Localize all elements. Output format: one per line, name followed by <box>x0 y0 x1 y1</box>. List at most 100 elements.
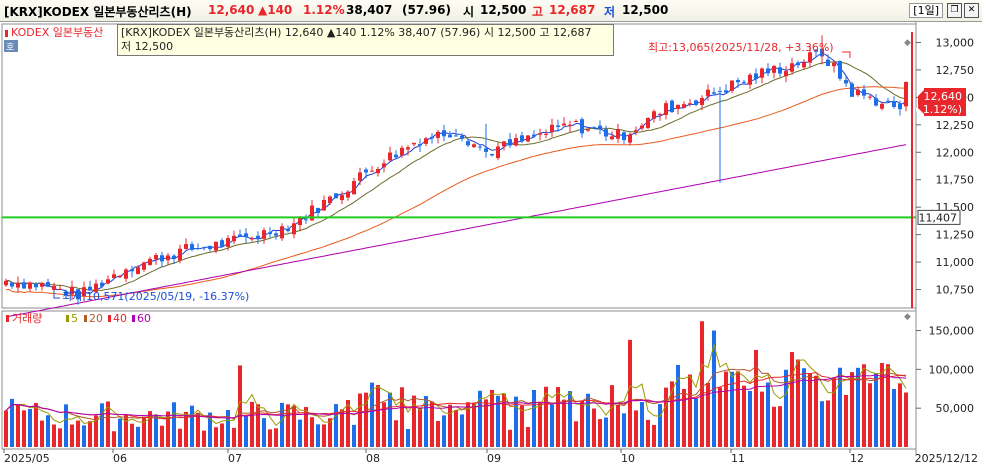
volume-bar <box>280 402 284 447</box>
volume-bar <box>868 383 872 447</box>
volume-bar <box>304 407 308 447</box>
x-tick-label: 07 <box>228 452 242 465</box>
candle-body <box>214 241 218 251</box>
volume-bar <box>568 391 572 447</box>
candlestick-series <box>4 35 908 305</box>
volume-ma60-label: 60 <box>137 312 151 325</box>
volume-bar <box>64 404 68 447</box>
candle-body <box>262 230 266 239</box>
candle-body <box>436 131 440 138</box>
candle-body <box>502 141 506 147</box>
volume-bar <box>124 414 128 447</box>
restore-icon[interactable]: ❐ <box>947 3 962 18</box>
open-value: 12,500 <box>480 3 527 17</box>
candle-body <box>184 244 188 249</box>
candle-body <box>52 285 56 290</box>
volume-bar <box>586 393 590 447</box>
volume-bar <box>694 398 698 447</box>
time-axis: 2025/05 06 07 08 09 10 11 12 <box>3 449 864 465</box>
candle-body <box>478 146 482 148</box>
volume-bar <box>520 405 524 447</box>
volume-bar <box>802 368 806 447</box>
x-tick-label: 2025/05 <box>4 452 50 465</box>
candle-body <box>532 134 536 137</box>
candle-body <box>4 280 8 286</box>
volume-bar <box>322 424 326 447</box>
candle-body <box>88 286 92 291</box>
volume-bar <box>616 405 620 447</box>
current-price: 12,640 <box>208 3 255 17</box>
volume-bar <box>82 425 86 447</box>
volume-bar <box>778 406 782 447</box>
volume-bar <box>154 415 158 447</box>
volume-bar <box>436 421 440 447</box>
candle-body <box>652 111 656 119</box>
volume-bar <box>256 404 260 447</box>
price-axis: 13,00012,75012,50012,25012,00011,75011,5… <box>916 36 975 297</box>
candle-body <box>748 74 752 85</box>
volume-bar <box>424 396 428 447</box>
volume-bar <box>598 419 602 447</box>
volume-bar <box>328 418 332 447</box>
volume-bar <box>760 391 764 447</box>
volume-bar <box>406 429 410 447</box>
volume-bar <box>28 409 32 447</box>
volume-bar <box>190 405 194 447</box>
volume-bar <box>814 375 818 447</box>
price-tick-label: 12,750 <box>936 64 975 77</box>
price-tick-label: 11,750 <box>936 174 975 187</box>
volume-bar <box>172 402 176 447</box>
volume-ma20-label: 20 <box>89 312 103 325</box>
candle-body <box>856 89 860 96</box>
close-icon[interactable]: ✕ <box>964 3 979 18</box>
candle-body <box>400 147 404 156</box>
scroll-up-icon-volume[interactable]: ◆ <box>904 312 911 322</box>
candle-body <box>664 103 668 116</box>
volume-bar <box>208 412 212 447</box>
volume-bar <box>118 418 122 447</box>
volume-bar <box>4 410 8 447</box>
volume-bar <box>334 404 338 447</box>
volume-bar <box>370 382 374 447</box>
open-label: 시 <box>463 5 475 19</box>
chart-area[interactable]: KODEX 일본부동산 호 거래량 5 20 40 60 최고:13,065(2… <box>0 22 982 467</box>
candle-body <box>364 169 368 173</box>
candle-body <box>682 104 686 108</box>
volume-ma40-label: 40 <box>113 312 127 325</box>
volume-bar <box>652 424 656 447</box>
candle-body <box>754 73 758 79</box>
volume-bar <box>418 407 422 447</box>
candle-body <box>496 146 500 159</box>
low-label: 저 <box>604 5 616 19</box>
candle-body <box>646 118 650 129</box>
title-bar: [KRX]KODEX 일본부동산리츠(H) 12,640 ▲140 1.12% … <box>0 0 982 22</box>
window-controls: [1일] ❐ ✕ <box>909 3 979 18</box>
x-tick-label: 11 <box>731 452 745 465</box>
low-value: 12,500 <box>622 3 669 17</box>
price-tick-label: 12,250 <box>936 119 975 132</box>
candle-body <box>592 127 596 129</box>
x-tick-label: 12 <box>850 452 864 465</box>
candle-body <box>316 207 320 213</box>
candle-body <box>424 138 428 144</box>
candle-body <box>106 279 110 284</box>
candle-body <box>706 89 710 97</box>
candle-body <box>808 52 812 63</box>
volume-bar <box>700 321 704 447</box>
volume-bar <box>352 424 356 447</box>
collapse-icon[interactable] <box>4 40 18 52</box>
candle-body <box>196 247 200 249</box>
candle-body <box>874 98 878 106</box>
scroll-up-icon[interactable]: ◆ <box>904 38 911 48</box>
candle-body <box>412 142 416 145</box>
candle-body <box>136 267 140 274</box>
volume-bar <box>238 365 242 447</box>
candle-body <box>268 232 272 234</box>
volume-bar <box>832 377 836 447</box>
period-selector[interactable]: [1일] <box>909 3 943 18</box>
volume-bar <box>748 390 752 447</box>
candle-body <box>784 71 788 77</box>
volume-bar <box>856 367 860 447</box>
volume-bar <box>10 398 14 447</box>
volume-tick-label: 50,000 <box>936 402 975 415</box>
